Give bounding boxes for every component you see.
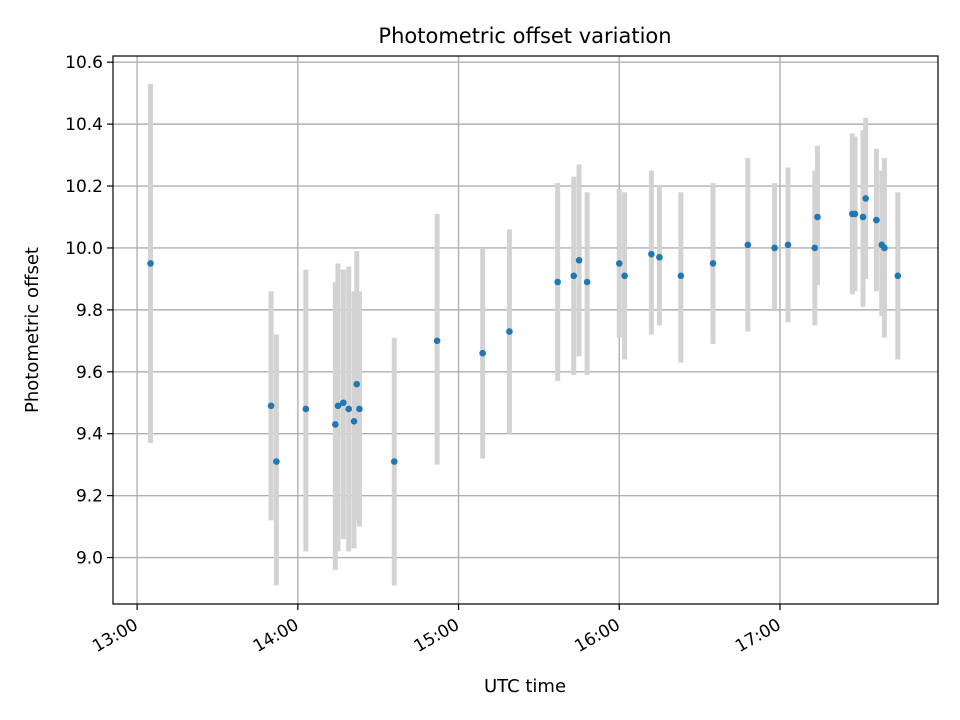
data-point (881, 244, 888, 252)
data-point (615, 260, 623, 267)
data-point (575, 257, 583, 264)
y-tick-label: 9.0 (76, 549, 103, 569)
y-tick-label: 10.0 (65, 239, 103, 259)
data-point (814, 213, 821, 221)
x-axis-label: UTC time (484, 676, 566, 697)
chart-title: Photometric offset variation (378, 24, 671, 48)
data-point (784, 241, 792, 249)
data-point (859, 213, 867, 221)
y-tick-label: 9.2 (76, 487, 103, 507)
data-point (353, 380, 361, 388)
data-points (147, 195, 902, 465)
data-point (350, 418, 358, 425)
y-tick-label: 10.2 (65, 177, 103, 197)
y-tick-label: 9.8 (76, 301, 103, 321)
data-point (894, 272, 902, 280)
data-point (873, 216, 880, 224)
y-axis-ticks: 9.0 9.2 9.4 9.6 9.8 10.0 10.2 10.4 10.6 (65, 53, 113, 569)
data-point (390, 458, 398, 465)
data-point (656, 253, 663, 261)
data-point (506, 328, 513, 335)
data-point (570, 272, 578, 280)
y-tick-label: 9.4 (76, 425, 103, 445)
data-point (677, 272, 685, 280)
y-tick-label: 10.6 (65, 53, 103, 73)
data-point (621, 272, 628, 280)
data-point (811, 244, 819, 252)
y-tick-label: 10.4 (65, 115, 103, 135)
data-point (302, 405, 310, 413)
data-point (648, 250, 655, 258)
data-point (340, 399, 347, 407)
data-point (356, 405, 363, 413)
data-point (332, 421, 339, 428)
data-point (744, 241, 752, 249)
grid (113, 56, 938, 604)
data-point (771, 244, 778, 252)
plot-frame (112, 55, 939, 605)
data-point (554, 278, 561, 286)
data-point (479, 349, 486, 357)
y-tick-label: 9.6 (76, 363, 103, 383)
data-point (345, 405, 353, 413)
data-point (433, 337, 441, 345)
data-point (147, 260, 154, 267)
data-point (334, 402, 342, 410)
data-point (273, 458, 280, 465)
data-point (851, 210, 859, 218)
data-point (862, 195, 869, 202)
data-point (267, 402, 275, 410)
y-axis-label: Photometric offset (22, 247, 43, 413)
data-point (709, 260, 717, 267)
data-point (583, 278, 591, 286)
